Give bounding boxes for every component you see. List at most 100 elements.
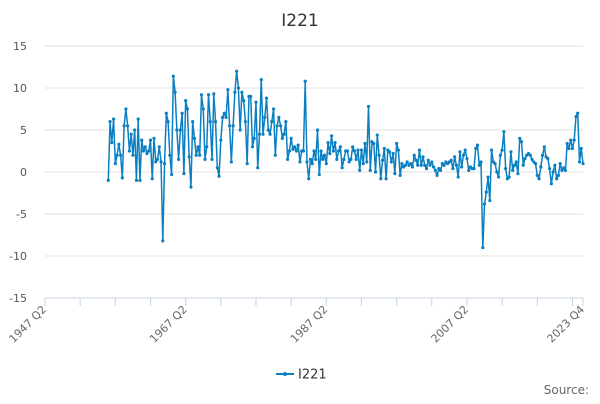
data-point <box>180 111 184 115</box>
data-point <box>516 172 520 176</box>
data-point <box>511 168 515 172</box>
data-point <box>547 167 552 171</box>
data-point <box>546 156 550 161</box>
data-point <box>238 128 242 132</box>
data-point <box>196 145 200 149</box>
data-point <box>268 132 272 136</box>
data-point <box>312 149 316 153</box>
data-point <box>326 141 330 145</box>
data-point <box>215 166 219 170</box>
x-tick-label: 1987 Q2 <box>288 303 331 346</box>
data-point <box>482 202 487 206</box>
data-point <box>108 120 112 124</box>
data-point <box>373 170 378 174</box>
data-point <box>254 100 258 104</box>
data-point <box>203 157 207 161</box>
data-point <box>212 92 216 96</box>
legend[interactable]: I221 <box>276 368 327 383</box>
data-point <box>467 168 471 172</box>
data-point <box>307 177 311 181</box>
data-point <box>131 153 135 157</box>
data-point <box>521 163 525 167</box>
data-point <box>514 160 518 164</box>
data-point <box>398 173 402 177</box>
data-point <box>322 153 327 157</box>
data-point <box>475 143 480 147</box>
legend-marker-icon <box>283 372 287 376</box>
data-point <box>210 157 214 161</box>
data-point <box>431 165 436 169</box>
data-point <box>537 177 541 181</box>
data-point <box>502 130 506 134</box>
data-point <box>177 157 181 161</box>
data-point <box>328 151 332 156</box>
data-point <box>461 153 466 157</box>
data-point <box>426 158 430 162</box>
data-point <box>208 120 212 124</box>
data-point <box>242 99 246 103</box>
data-point <box>143 145 147 149</box>
x-axis: 1947 Q2 1967 Q2 1987 Q2 2007 Q2 2023 Q4 <box>7 297 587 346</box>
data-point <box>442 163 446 167</box>
data-point <box>141 149 146 153</box>
data-point <box>430 160 434 164</box>
data-point <box>493 162 497 166</box>
data-point <box>219 138 223 142</box>
data-point <box>161 239 165 243</box>
data-point <box>201 107 205 111</box>
data-point <box>145 151 149 156</box>
data-point <box>252 136 256 140</box>
data-point <box>331 149 335 153</box>
data-point <box>519 140 524 144</box>
data-point <box>509 150 513 154</box>
data-point <box>460 165 464 169</box>
data-point <box>569 138 573 142</box>
data-point <box>393 172 397 176</box>
data-point <box>205 145 209 149</box>
data-point <box>140 138 144 142</box>
data-point <box>365 160 369 164</box>
data-point <box>577 160 582 164</box>
data-point <box>345 149 350 153</box>
data-point <box>560 168 564 172</box>
data-point <box>229 160 233 164</box>
data-point <box>449 158 453 162</box>
data-point <box>271 107 276 111</box>
data-point <box>409 162 413 166</box>
data-point <box>403 163 408 167</box>
data-point <box>337 149 341 153</box>
data-point <box>106 178 110 182</box>
data-point <box>308 157 313 161</box>
data-point <box>535 173 539 177</box>
data-point <box>428 163 432 167</box>
data-point <box>472 167 476 171</box>
data-point <box>257 132 262 136</box>
data-point <box>359 148 364 152</box>
data-point <box>565 141 569 146</box>
data-point <box>243 120 248 124</box>
data-point <box>184 99 188 103</box>
data-point <box>382 146 386 151</box>
data-point <box>504 167 508 171</box>
chart-title: I221 <box>281 11 318 31</box>
data-point <box>280 136 284 140</box>
data-point <box>424 167 429 171</box>
data-point <box>555 177 559 181</box>
data-point <box>126 124 130 128</box>
data-point <box>317 172 321 177</box>
data-point <box>296 143 300 147</box>
data-point <box>173 90 177 94</box>
source-label: Source: <box>544 383 589 397</box>
data-point <box>481 246 485 250</box>
data-point <box>372 141 376 146</box>
data-point <box>414 158 418 162</box>
y-tick-label: 10 <box>13 82 27 95</box>
data-point <box>352 149 357 153</box>
x-tick-label: 1947 Q2 <box>7 303 50 346</box>
data-point <box>192 136 197 140</box>
data-point <box>354 157 358 161</box>
data-point <box>171 74 175 78</box>
data-point <box>226 88 230 92</box>
data-point <box>321 157 325 161</box>
data-point <box>111 117 116 121</box>
